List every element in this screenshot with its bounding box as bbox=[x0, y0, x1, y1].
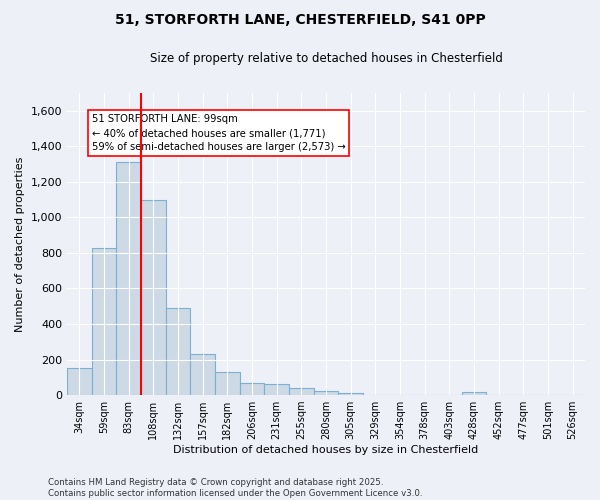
Bar bbox=[314, 390, 338, 395]
Bar bbox=[215, 372, 239, 395]
Bar bbox=[116, 162, 141, 395]
Bar bbox=[190, 354, 215, 395]
Text: 51, STORFORTH LANE, CHESTERFIELD, S41 0PP: 51, STORFORTH LANE, CHESTERFIELD, S41 0P… bbox=[115, 12, 485, 26]
Bar bbox=[289, 388, 314, 395]
Bar bbox=[141, 200, 166, 395]
Y-axis label: Number of detached properties: Number of detached properties bbox=[15, 156, 25, 332]
X-axis label: Distribution of detached houses by size in Chesterfield: Distribution of detached houses by size … bbox=[173, 445, 479, 455]
Bar bbox=[239, 382, 265, 395]
Title: Size of property relative to detached houses in Chesterfield: Size of property relative to detached ho… bbox=[149, 52, 502, 66]
Bar bbox=[67, 368, 92, 395]
Bar bbox=[265, 384, 289, 395]
Bar bbox=[338, 393, 363, 395]
Text: 51 STORFORTH LANE: 99sqm
← 40% of detached houses are smaller (1,771)
59% of sem: 51 STORFORTH LANE: 99sqm ← 40% of detach… bbox=[92, 114, 346, 152]
Text: Contains HM Land Registry data © Crown copyright and database right 2025.
Contai: Contains HM Land Registry data © Crown c… bbox=[48, 478, 422, 498]
Bar bbox=[461, 392, 487, 395]
Bar bbox=[92, 248, 116, 395]
Bar bbox=[166, 308, 190, 395]
